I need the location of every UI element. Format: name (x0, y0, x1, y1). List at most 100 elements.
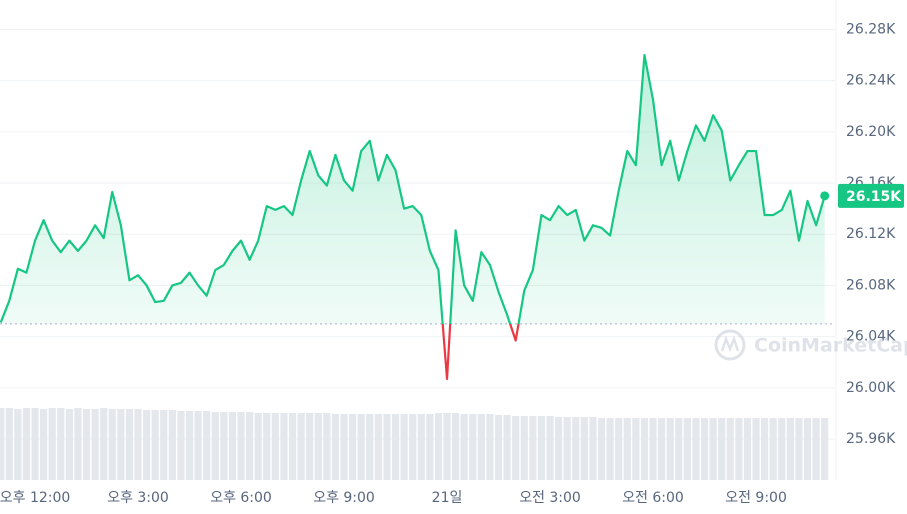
volume-bar (108, 409, 116, 480)
volume-bar (91, 409, 99, 480)
volume-bar (769, 418, 777, 480)
volume-bar (211, 412, 219, 480)
volume-bar (57, 408, 65, 480)
volume-bar (606, 418, 614, 480)
volume-bar (572, 417, 580, 480)
volume-bar (786, 418, 794, 480)
volume-bar (391, 414, 400, 480)
volume-bar (117, 409, 125, 480)
volume-bar (649, 418, 657, 480)
volume-bar (803, 418, 812, 480)
volume-bar (589, 417, 597, 480)
volume-bar (743, 418, 752, 480)
volume-bar (297, 413, 305, 480)
x-tick-label: 오후 12:00 (0, 490, 70, 506)
volume-bar (675, 418, 683, 480)
area (0, 55, 825, 324)
volume-bar (692, 418, 700, 480)
volume-bar (546, 416, 554, 480)
volume-bar (700, 418, 709, 480)
volume-bar (460, 414, 468, 480)
volume-bar (520, 416, 528, 480)
volume-bar (477, 414, 485, 480)
volume-bar (280, 413, 288, 480)
volume-bar (658, 418, 666, 480)
volume-bar (529, 416, 537, 480)
x-tick-label: 21일 (432, 490, 463, 506)
volume-bar (563, 417, 571, 480)
volume-bar (486, 414, 494, 480)
volume-bar (160, 410, 168, 480)
volume-bar (709, 418, 717, 480)
volume-bar (100, 408, 108, 480)
volume-bar (65, 409, 73, 480)
volume-bar (452, 413, 460, 480)
volume-bar (417, 414, 425, 480)
y-tick-label: 26.24K (846, 73, 896, 89)
volume-bar (331, 414, 340, 480)
volume-bar (314, 413, 322, 480)
volume-bar (0, 408, 5, 480)
volume-bar (503, 415, 511, 480)
volume-bar (623, 418, 631, 480)
volume-bar (151, 410, 159, 480)
volume-bar (726, 418, 734, 480)
x-tick-label: 오후 9:00 (313, 490, 375, 506)
volume-bar (555, 417, 563, 480)
volume-bar (134, 409, 142, 480)
price-line (0, 53, 826, 380)
volume-bar (812, 418, 820, 480)
volume-bar (306, 413, 314, 480)
volume-bar (821, 418, 829, 480)
volume-bar (82, 409, 91, 480)
volume-bar (237, 412, 245, 480)
volume-bar (5, 408, 13, 480)
volume-bar (246, 412, 254, 480)
volume-bar (323, 413, 331, 480)
y-tick-label: 26.12K (846, 226, 896, 242)
volume-bar (203, 411, 211, 480)
watermark-group: CoinMarketCap (714, 329, 907, 361)
volume-bar (718, 418, 726, 480)
volume-bar (263, 413, 271, 480)
volume-bar (374, 414, 382, 480)
volume-bar (366, 414, 374, 480)
volume-bar (752, 418, 760, 480)
x-tick-label: 오후 6:00 (210, 490, 272, 506)
volume-bar (22, 408, 31, 480)
volume-bar (761, 418, 769, 480)
volume-bar (795, 418, 803, 480)
x-tick-label: 오전 3:00 (519, 490, 581, 506)
y-tick-label: 26.04K (846, 329, 896, 345)
volume-bar (271, 413, 279, 480)
volume-bar (666, 418, 674, 480)
volume-bar (537, 416, 546, 480)
volume-bar (194, 411, 202, 480)
y-tick-label: 26.00K (846, 380, 896, 396)
volume-bar (615, 418, 623, 480)
volume-bar (125, 409, 134, 480)
volume-bar (735, 418, 743, 480)
volume-bar (349, 414, 357, 480)
watermark-logo (714, 329, 746, 361)
volume-bar (40, 409, 48, 480)
volume-bar (288, 413, 297, 480)
volume-bar (357, 414, 365, 480)
volume-bar (512, 416, 520, 480)
y-tick-label: 25.96K (846, 431, 896, 447)
volume-bar (683, 418, 691, 480)
volume-bar (640, 418, 649, 480)
volume-bar (14, 409, 22, 480)
volume-bar (400, 414, 408, 480)
volume-bar (143, 410, 151, 480)
price-tag-label: 26.15K (846, 189, 902, 205)
volume-bar (254, 413, 262, 480)
last-point (820, 191, 830, 201)
volume-bar (632, 418, 640, 480)
y-tick-label: 26.20K (846, 124, 896, 140)
x-tick-label: 오전 9:00 (725, 490, 787, 506)
volume-bar (383, 414, 391, 480)
volume-bar (443, 413, 451, 480)
